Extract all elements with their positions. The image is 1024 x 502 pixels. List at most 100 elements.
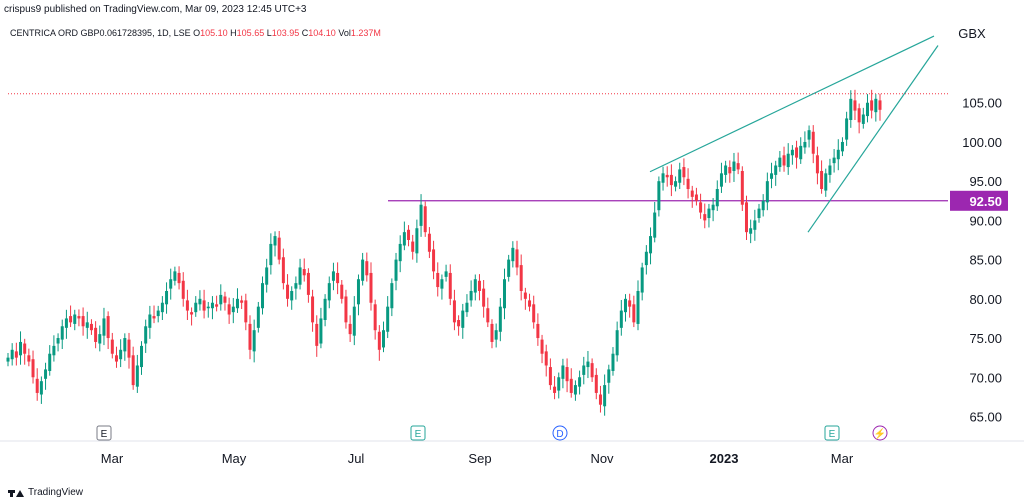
candle [770,162,774,189]
candle [415,219,419,263]
candle [361,252,365,286]
candle-body [185,300,189,311]
footer-brand[interactable]: TradingView [8,487,83,498]
candle-body [457,320,461,327]
candle-body [590,363,594,378]
candle [311,289,315,332]
candle [440,274,444,300]
candle-body [244,300,248,323]
candle-body [861,114,865,124]
candle [94,321,98,349]
candle [457,315,461,336]
candle-body [286,284,290,299]
candle-body [27,355,31,362]
candle-body [553,386,557,393]
candle [127,332,131,369]
candle [657,176,661,217]
candle [578,370,582,395]
candle [644,245,648,275]
candle [140,341,144,375]
candle-body [365,261,369,276]
candle [44,362,48,390]
candle [269,233,273,275]
candle [177,266,181,290]
event-label: D [556,429,563,440]
candle [85,311,89,339]
candle [407,225,411,247]
candle-body [23,343,27,354]
candle-body [561,365,565,379]
candle [874,94,878,122]
candle [206,301,210,318]
candle-body [423,206,427,233]
candle-body [386,306,390,332]
candle-body [348,323,352,335]
candle [382,321,386,353]
candle [674,176,678,192]
candle-body [724,165,728,175]
event-label: E [829,429,836,440]
candle-body [394,259,398,281]
candle [306,268,310,303]
candle [582,356,586,385]
candle-body [598,394,602,405]
candle-body [352,306,356,336]
candle [190,307,194,326]
candle-body [148,314,152,328]
candle [352,296,356,346]
candle [824,168,828,197]
candle-body [469,290,473,301]
candle-body [682,167,686,178]
wedge-upper-line [649,35,935,173]
candle-body [644,251,648,266]
candle [290,286,294,310]
candle-body [256,306,260,328]
candle [486,297,490,328]
candle-body [519,265,523,291]
candle [394,252,398,291]
candle-body [853,100,857,111]
candle-body [14,351,18,358]
candle-body [490,323,494,342]
candle-body [586,361,590,368]
y-tick-label: 85.00 [969,253,1002,268]
candle-body [715,189,719,207]
candle [227,297,231,324]
candle-body [377,331,381,350]
candle-body [740,170,744,205]
candle [356,274,360,316]
candle [786,143,790,175]
candle [461,303,465,339]
candle [603,374,607,416]
event-marker-dividend: D [552,425,568,441]
earnings-badge [824,425,840,441]
candle-body [528,300,532,307]
candle-body [649,236,653,254]
support-price-badge [950,190,1008,211]
candle-body [836,149,840,160]
candle-body [277,237,281,260]
candle [790,145,794,165]
tradingview-logo-icon [8,488,24,498]
candle [386,296,390,339]
candle-body [640,267,644,293]
candle [878,93,882,121]
candle [102,307,106,346]
open-label: O [193,28,201,38]
candle-body [607,369,611,383]
candle [636,280,640,331]
candle [256,301,260,333]
candle [573,380,577,401]
candle [240,295,244,310]
candle-body [415,228,419,254]
candle [194,296,198,317]
candle-body [98,334,102,344]
candle [757,203,761,223]
candle-body [565,367,569,382]
candle [611,347,615,376]
candle [477,274,481,301]
candle [327,276,331,309]
candle-body [344,296,348,323]
candle [719,162,723,193]
